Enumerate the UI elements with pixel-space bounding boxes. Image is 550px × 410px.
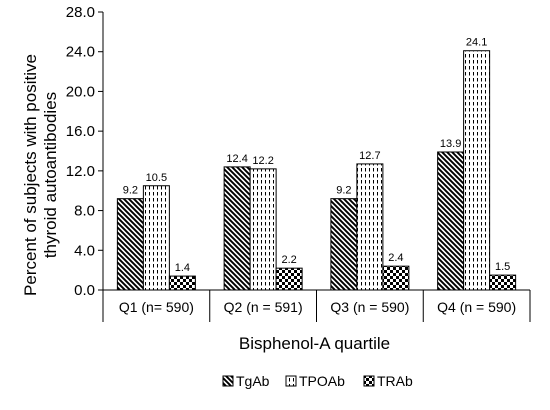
x-category-label: Q1 (n= 590): [119, 299, 194, 315]
x-category-label: Q3 (n = 590): [330, 299, 409, 315]
data-label-trab-3: 2.4: [388, 252, 403, 264]
legend-swatch-trab: [363, 375, 375, 387]
bar-trab-4: [489, 274, 517, 291]
y-tick-label: 28.0: [66, 4, 95, 21]
bar-tpoab-4: [463, 50, 491, 291]
data-label-tgab-4: 13.9: [440, 138, 461, 150]
x-axis: Q1 (n= 590) Q2 (n = 591) Q3 (n = 590) Q4 (n…: [102, 289, 531, 322]
data-label-tpoab-3: 12.7: [359, 150, 380, 162]
bar-trab-3: [382, 265, 410, 291]
bar-tgab-3: [330, 198, 358, 291]
bar-tpoab-2: [249, 168, 277, 291]
data-label-tpoab-1: 10.5: [146, 172, 167, 184]
y-tick-label: 8.0: [74, 203, 95, 220]
bar-tgab-4: [437, 151, 465, 291]
data-labels: 9.2 10.5 1.4 12.4 12.2 2.2 9.2 12.7 2.4 13.9 24.1 1…: [123, 37, 511, 274]
legend-label-trab: TRAb: [377, 373, 413, 389]
legend-swatch-tpoab: [285, 375, 297, 387]
data-label-trab-4: 1.5: [495, 261, 510, 273]
legend: TgAb TPOAb TRAb: [222, 373, 413, 389]
data-label-tgab-3: 9.2: [336, 185, 351, 197]
bar-tpoab-3: [356, 163, 384, 291]
bar-tgab-1: [116, 198, 144, 291]
x-category-label: Q2 (n = 591): [224, 299, 303, 315]
legend-label-tgab: TgAb: [236, 373, 270, 389]
y-tick-label: 20.0: [66, 83, 95, 100]
data-label-tgab-1: 9.2: [123, 185, 138, 197]
data-label-trab-1: 1.4: [175, 262, 190, 274]
bar-tgab-2: [223, 166, 251, 291]
y-axis-title-line-2: thyroid autoantibodies: [41, 92, 60, 258]
bar-trab-2: [275, 267, 303, 291]
y-tick-label: 24.0: [66, 44, 95, 61]
data-label-tpoab-2: 12.2: [252, 155, 273, 167]
y-tick-label: 4.0: [74, 242, 95, 259]
bar-tpoab-1: [142, 185, 170, 291]
data-label-trab-2: 2.2: [281, 254, 296, 266]
y-tick-label: 0.0: [74, 282, 95, 299]
legend-label-tpoab: TPOAb: [299, 373, 345, 389]
y-axis-ticks: 0.0 4.0 8.0 12.0 16.0 20.0 24.0 28.0: [66, 4, 104, 299]
y-tick-label: 12.0: [66, 163, 95, 180]
bars: [116, 50, 517, 291]
y-axis-title-line-1: Percent of subjects with positive: [21, 54, 40, 296]
y-tick-label: 16.0: [66, 123, 95, 140]
data-label-tgab-2: 12.4: [226, 153, 247, 165]
legend-swatch-tgab: [222, 375, 234, 387]
y-axis-title: Percent of subjects with positive thyroi…: [21, 54, 60, 296]
x-axis-title: Bisphenol-A quartile: [239, 334, 390, 353]
bar-trab-1: [168, 275, 196, 291]
x-category-label: Q4 (n = 590): [437, 299, 516, 315]
data-label-tpoab-4: 24.1: [466, 37, 487, 49]
